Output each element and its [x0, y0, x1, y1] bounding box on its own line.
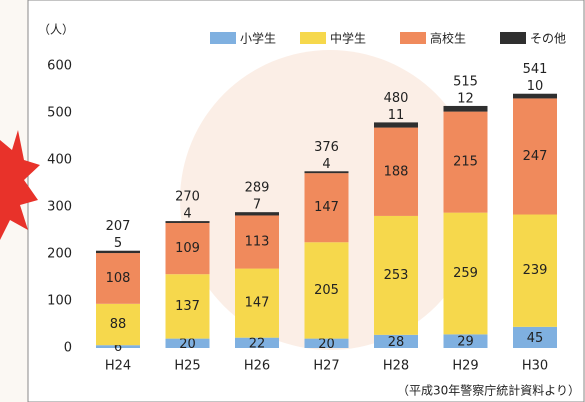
total-label: 515 [453, 74, 478, 89]
value-label: 45 [527, 331, 544, 346]
value-label: 10 [527, 79, 544, 94]
total-label: 270 [175, 190, 200, 205]
value-label: 147 [314, 200, 339, 215]
x-tick-label: H24 [105, 359, 131, 374]
value-label: 20 [179, 337, 196, 352]
value-label: 11 [388, 108, 405, 123]
bar-segment [374, 122, 418, 127]
y-axis-label: （人） [38, 23, 74, 37]
value-label: 4 [183, 207, 191, 222]
y-tick-label: 400 [47, 153, 72, 168]
legend-swatch [300, 32, 326, 44]
legend-swatch [500, 32, 526, 44]
value-label: 5 [114, 236, 122, 251]
total-label: 541 [523, 62, 548, 77]
value-label: 188 [384, 164, 409, 179]
source-note: （平成30年警察庁統計資料より） [397, 383, 580, 398]
value-label: 28 [388, 335, 405, 350]
value-label: 7 [253, 198, 261, 213]
bar-segment [444, 106, 488, 112]
total-label: 289 [245, 181, 270, 196]
x-tick-label: H26 [244, 359, 270, 374]
x-tick-label: H29 [452, 359, 478, 374]
value-label: 12 [457, 91, 474, 106]
value-label: 20 [318, 337, 335, 352]
legend-label: その他 [530, 32, 566, 46]
value-label: 253 [384, 268, 409, 283]
legend-label: 高校生 [430, 31, 466, 46]
value-label: 215 [453, 155, 478, 170]
total-label: 376 [314, 140, 339, 155]
value-label: 109 [175, 241, 200, 256]
y-tick-label: 500 [47, 106, 72, 121]
legend-swatch [400, 32, 426, 44]
value-label: 147 [245, 296, 270, 311]
legend-swatch [210, 32, 236, 44]
x-tick-label: H25 [174, 359, 200, 374]
value-label: 205 [314, 283, 339, 298]
value-label: 29 [457, 335, 474, 350]
y-tick-label: 0 [64, 341, 72, 356]
chart: （人） （平成30年警察庁統計資料より） 0 100 200 300 400 500 600… [0, 0, 585, 402]
x-tick-label: H27 [313, 359, 339, 374]
value-label: 239 [523, 263, 548, 278]
value-label: 137 [175, 299, 200, 314]
value-label: 247 [523, 149, 548, 164]
value-label: 113 [245, 235, 270, 250]
bar-segment [513, 94, 557, 99]
x-tick-label: H28 [383, 359, 409, 374]
value-label: 108 [106, 271, 131, 286]
total-label: 207 [106, 219, 131, 234]
page: {"chart_data": {"type": "stacked-bar", "… [0, 0, 585, 402]
legend-label: 小学生 [240, 31, 276, 46]
value-label: 22 [249, 336, 266, 351]
y-tick-label: 600 [47, 59, 72, 74]
x-tick-label: H30 [522, 359, 548, 374]
y-tick-label: 200 [47, 247, 72, 262]
value-label: 259 [453, 266, 478, 281]
y-tick-label: 100 [47, 294, 72, 309]
total-label: 480 [384, 91, 409, 106]
value-label: 88 [110, 317, 127, 332]
value-label: 4 [322, 157, 330, 172]
legend-label: 中学生 [330, 31, 366, 46]
y-tick-label: 300 [47, 200, 72, 215]
